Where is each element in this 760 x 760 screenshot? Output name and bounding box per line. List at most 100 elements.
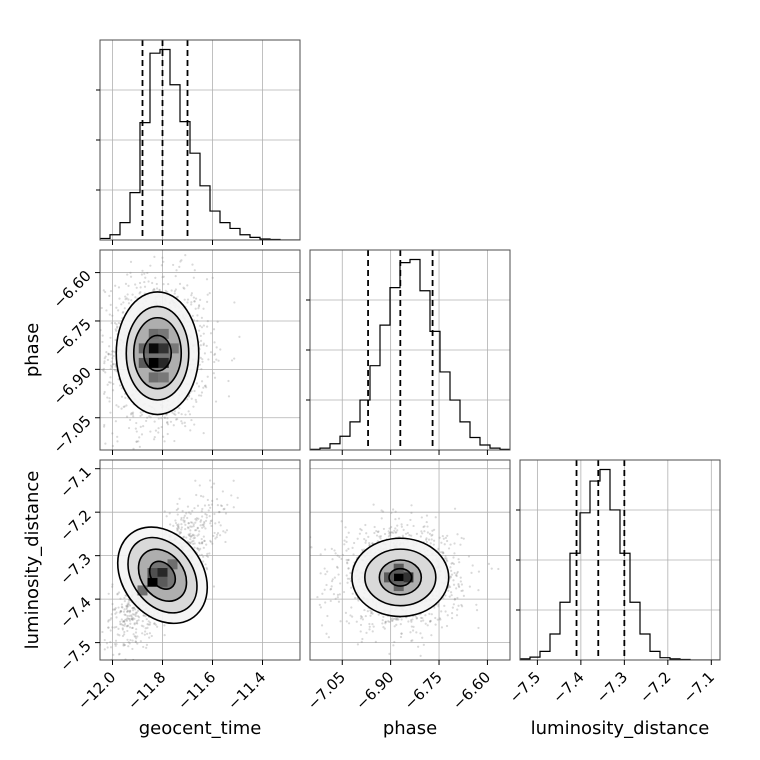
y-axis-label-luminosity_distance: luminosity_distance	[22, 471, 43, 650]
scatter-point	[115, 306, 118, 309]
scatter-point	[360, 615, 364, 619]
scatter-point	[162, 260, 165, 263]
scatter-point	[223, 507, 226, 511]
scatter-point	[117, 627, 120, 630]
scatter-point	[451, 617, 454, 620]
scatter-point	[336, 596, 339, 599]
scatter-point	[410, 625, 413, 628]
density-cell	[147, 568, 158, 579]
scatter-point	[189, 521, 193, 524]
scatter-point	[107, 353, 110, 356]
scatter-point	[145, 646, 148, 649]
scatter-point	[128, 619, 132, 622]
scatter-point	[205, 278, 209, 281]
scatter-point	[220, 504, 224, 508]
scatter-point	[177, 507, 180, 510]
scatter-point	[200, 326, 204, 329]
scatter-point	[115, 323, 118, 326]
scatter-point	[347, 622, 351, 625]
scatter-point	[203, 352, 207, 355]
scatter-point	[130, 614, 133, 617]
scatter-point	[215, 346, 218, 349]
scatter-point	[291, 612, 293, 614]
scatter-point	[107, 352, 110, 355]
scatter-point	[352, 553, 355, 556]
scatter-point	[190, 525, 193, 528]
scatter-point	[187, 511, 191, 514]
scatter-point	[456, 533, 459, 536]
scatter-point	[212, 482, 216, 485]
scatter-point	[338, 593, 341, 596]
scatter-point	[130, 617, 133, 620]
scatter-point	[115, 642, 118, 646]
scatter-point	[200, 391, 204, 394]
scatter-point	[122, 644, 125, 647]
scatter-point	[410, 504, 413, 507]
scatter-point	[222, 530, 225, 533]
scatter-point	[191, 533, 195, 536]
scatter-point	[158, 288, 161, 291]
scatter-point	[340, 557, 343, 561]
scatter-point	[209, 506, 212, 509]
scatter-point	[178, 530, 181, 533]
scatter-point	[113, 322, 117, 325]
scatter-point	[455, 587, 458, 590]
scatter-point	[153, 420, 156, 423]
scatter-point	[207, 509, 210, 512]
scatter-point	[422, 525, 425, 529]
scatter-point	[112, 354, 115, 358]
scatter-point	[202, 324, 205, 327]
scatter-point	[198, 542, 201, 545]
scatter-point	[202, 555, 205, 558]
scatter-point	[391, 617, 394, 620]
scatter-point	[338, 555, 341, 559]
contour-line	[116, 526, 209, 625]
scatter-point	[198, 363, 201, 366]
scatter-point	[192, 523, 195, 526]
scatter-point	[129, 271, 132, 274]
scatter-point	[151, 281, 154, 285]
scatter-point	[212, 372, 215, 375]
scatter-point	[128, 626, 132, 629]
scatter-point	[344, 526, 347, 529]
scatter-point	[186, 505, 190, 508]
scatter-point	[154, 623, 157, 626]
scatter-point	[131, 293, 134, 296]
scatter-point	[146, 626, 149, 630]
scatter-point	[109, 646, 113, 649]
scatter-point	[132, 633, 135, 636]
scatter-point	[332, 593, 336, 596]
scatter-point	[131, 626, 134, 630]
scatter-point	[208, 552, 211, 555]
scatter-point	[157, 431, 160, 434]
scatter-point	[202, 523, 205, 526]
scatter-point	[460, 605, 464, 608]
scatter-point	[409, 518, 412, 522]
scatter-point	[165, 421, 169, 424]
scatter-point	[119, 623, 122, 626]
x-tick-label: −6.60	[449, 668, 494, 713]
scatter-point	[126, 614, 129, 618]
scatter-point	[388, 527, 391, 530]
scatter-point	[183, 421, 186, 424]
scatter-point	[107, 626, 110, 629]
scatter-point	[202, 432, 205, 435]
scatter-point	[122, 619, 125, 623]
scatter-point	[373, 531, 376, 535]
scatter-point	[127, 284, 130, 287]
scatter-point	[134, 631, 138, 634]
scatter-point	[193, 389, 196, 393]
scatter-point	[370, 610, 373, 613]
scatter-point	[122, 310, 125, 314]
scatter-point	[139, 414, 142, 418]
scatter-point	[415, 617, 418, 620]
scatter-point	[445, 624, 449, 628]
scatter-point	[176, 527, 179, 530]
scatter-point	[454, 573, 458, 577]
scatter-point	[440, 610, 443, 613]
scatter-point	[139, 425, 142, 428]
scatter-point	[397, 618, 400, 621]
scatter-point	[212, 534, 215, 538]
scatter-point	[103, 357, 106, 360]
scatter-point	[442, 537, 445, 540]
